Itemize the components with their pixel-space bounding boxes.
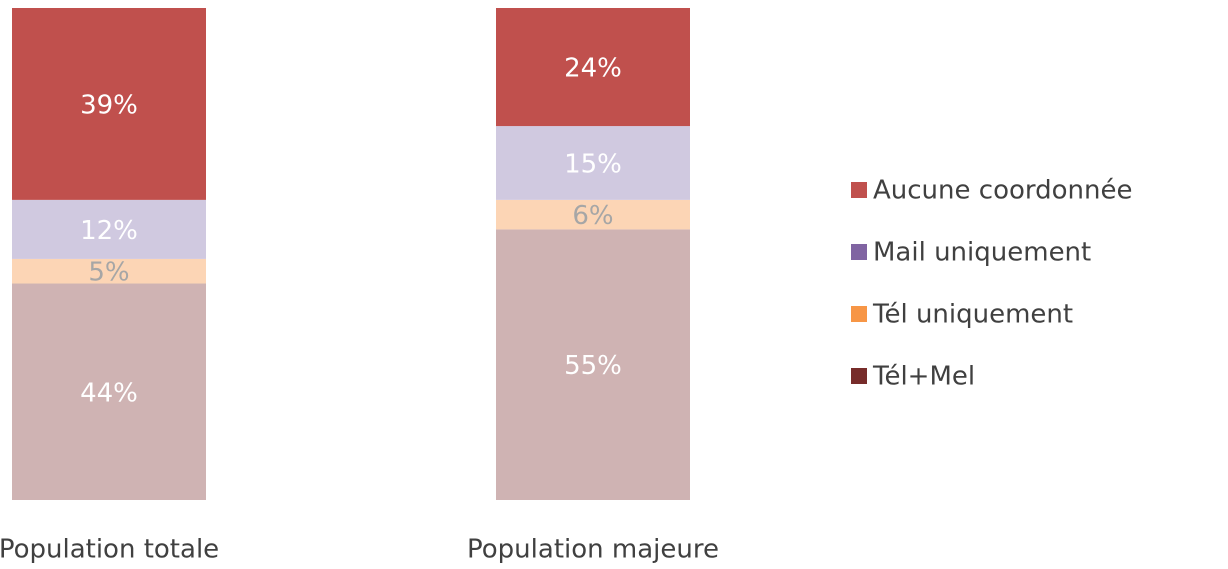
bar-segment [12, 283, 206, 500]
data-label: 6% [572, 201, 613, 231]
bar-segment [12, 199, 206, 259]
legend-swatch [851, 306, 867, 322]
data-label: 15% [564, 149, 622, 179]
legend-label: Tél+Mel [872, 362, 975, 392]
data-label: 5% [88, 258, 129, 288]
legend-label: Mail uniquement [873, 238, 1091, 268]
x-tick-label: Population majeure [467, 535, 719, 565]
bar-segment [496, 199, 690, 230]
data-label: 12% [80, 216, 138, 246]
bar-segment [12, 8, 206, 200]
bar-segment [496, 126, 690, 200]
bar-segment [496, 8, 690, 127]
legend-swatch [851, 244, 867, 260]
x-tick-label: Population totale [0, 535, 219, 565]
bar-segment [12, 258, 206, 284]
data-label: 39% [80, 90, 138, 120]
bar-segment [496, 229, 690, 500]
legend-swatch [851, 368, 867, 384]
data-label: 24% [564, 54, 622, 84]
data-label: 44% [80, 378, 138, 408]
legend-label: Tél uniquement [872, 300, 1073, 330]
data-label: 55% [564, 351, 622, 381]
legend-label: Aucune coordonnée [873, 176, 1132, 206]
legend-swatch [851, 182, 867, 198]
